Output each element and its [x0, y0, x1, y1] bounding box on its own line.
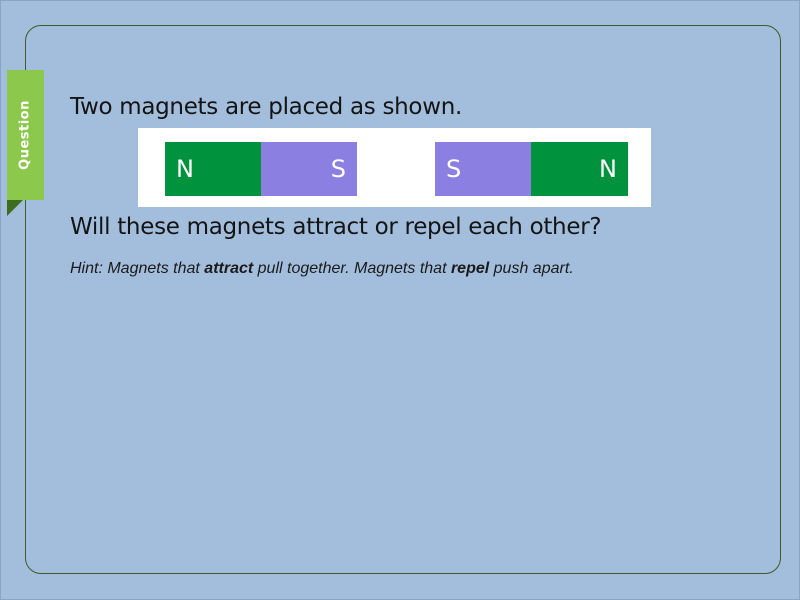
- right-magnet-north-pole: N: [531, 142, 628, 196]
- hint-text: Hint: Magnets that attract pull together…: [70, 260, 574, 278]
- hint-part-1: Hint: Magnets that: [70, 260, 205, 277]
- hint-part-2: pull together. Magnets that: [253, 260, 451, 277]
- magnet-figure: N S S N: [138, 128, 651, 207]
- question-prompt: Two magnets are placed as shown.: [70, 94, 462, 120]
- question-ask: Will these magnets attract or repel each…: [70, 214, 602, 240]
- left-magnet-north-pole: N: [165, 142, 261, 196]
- question-tab-label: Question: [17, 100, 33, 170]
- question-tab: [7, 70, 44, 200]
- left-magnet-south-pole: S: [261, 142, 357, 196]
- tab-fold: [7, 200, 23, 216]
- question-card: [25, 25, 781, 574]
- hint-attract: attract: [204, 260, 254, 277]
- hint-repel: repel: [450, 260, 490, 277]
- hint-part-3: push apart.: [489, 260, 574, 277]
- right-magnet-south-pole: S: [435, 142, 531, 196]
